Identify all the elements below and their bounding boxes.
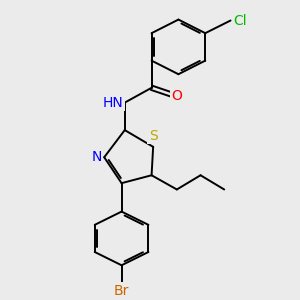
Text: HN: HN: [102, 96, 123, 110]
Text: O: O: [171, 89, 182, 103]
Text: N: N: [91, 150, 102, 164]
Text: S: S: [149, 129, 158, 143]
Text: Br: Br: [114, 284, 129, 298]
Text: Cl: Cl: [234, 14, 247, 28]
